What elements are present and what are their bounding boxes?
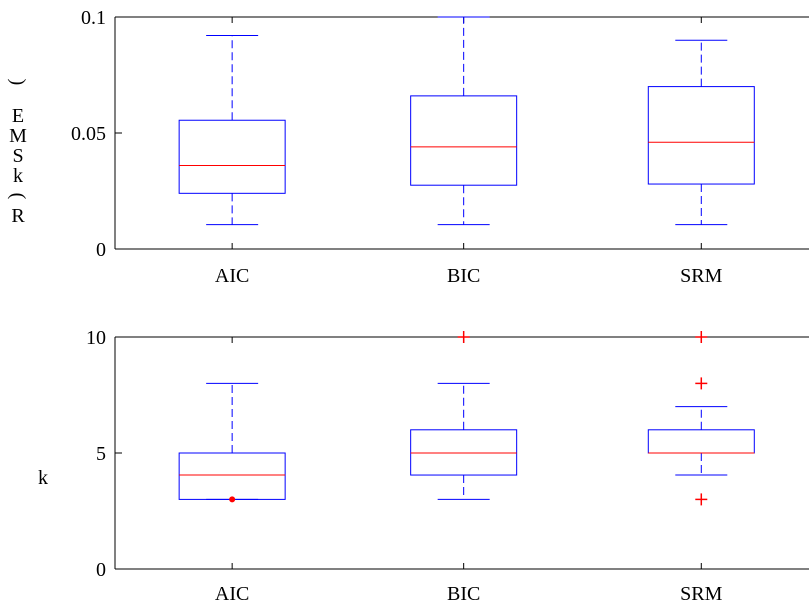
panel2-y-tick-label: 10 [86,327,106,349]
panel1-x-tick-label: BIC [447,265,480,287]
panel1-y-tick-label: 0.05 [71,123,106,145]
panel1-y-tick-label: 0.1 [81,7,106,29]
panel1-srm-box [647,86,755,185]
panel2-aic-outlier-dot [229,496,236,503]
panel1-y-axis-label-glyph: ) [7,79,29,86]
panel1-x-tick-label: AIC [215,265,249,287]
panel1-y-tick-label: 0 [96,239,106,261]
panel1-x-tick-label: SRM [680,265,722,287]
panel1-y-axis-label-glyph: R [11,205,25,227]
panel1-bic-box [410,95,518,186]
panel2-bic-box [410,429,518,476]
panel2-x-tick-label: SRM [680,583,722,605]
panel1-y-axis-label-glyph: M [9,125,27,147]
panel2-y-tick-label: 0 [96,559,106,581]
panel1-y-axis-label-glyph: E [12,105,24,127]
panel2-x-tick-label: AIC [215,583,249,605]
panel1-y-axis-label-glyph: k [13,165,23,187]
panel2-srm-box [647,429,755,454]
panel1-y-axis-label-glyph: ( [7,193,29,200]
panel2-aic-box [178,452,286,500]
panel2-y-axis-label: k [38,467,48,489]
panel2-y-tick-label: 5 [96,443,106,465]
panel1-aic-box [178,119,286,194]
panel2-x-tick-label: BIC [447,583,480,605]
panel1-y-axis-label-glyph: S [12,145,23,167]
